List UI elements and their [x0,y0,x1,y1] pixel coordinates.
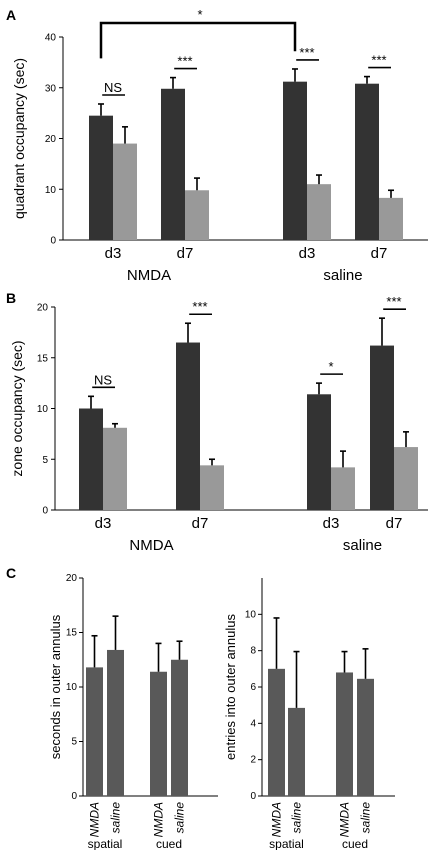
y-tick-label: 0 [42,506,48,517]
category-label: d3 [299,245,316,262]
significance-label: *** [177,54,192,69]
category-label: d7 [192,515,209,532]
bar-light-NMDA-d3 [103,427,127,510]
bar-label: saline [290,802,304,834]
category-label: d3 [95,515,112,532]
significance-label: NS [104,80,122,95]
y-tick-label: 10 [45,185,57,196]
bar-label: NMDA [152,802,166,837]
group-label: saline [323,267,362,284]
significance-label: *** [299,45,314,60]
significance-label: *** [192,299,207,314]
y-tick-label: 10 [37,404,49,415]
category-label: d7 [371,245,388,262]
y-tick-label: 8 [250,646,256,657]
y-tick-label: 2 [250,755,256,766]
y-tick-label: 40 [45,33,57,44]
bar-cued-NMDA [336,672,353,796]
y-tick-label: 0 [71,791,77,802]
panel-letter: A [6,7,16,23]
bar-light-NMDA-d3 [113,143,137,240]
y-axis-label: zone occupancy (sec) [9,340,25,476]
bar-label: saline [109,802,123,834]
group-label: NMDA [127,267,171,284]
y-tick-label: 0 [50,236,56,247]
bar-label: NMDA [88,802,102,837]
bar-label: saline [173,802,187,834]
group-label: NMDA [129,537,173,554]
bar-light-NMDA-d7 [185,190,209,240]
y-tick-label: 5 [71,737,77,748]
bar-dark-NMDA-d3 [79,408,103,510]
bar-cued-saline [171,659,188,796]
group-label: cued [342,837,368,850]
significance-label: NS [94,372,112,387]
comparison-label: * [197,7,202,22]
category-label: d7 [386,515,403,532]
group-label: spatial [269,837,304,850]
panel-letter: B [6,290,16,306]
y-tick-label: 30 [45,83,57,94]
group-label: saline [343,537,382,554]
bar-spatial-saline [107,649,124,796]
y-tick-label: 15 [66,628,78,639]
y-tick-label: 15 [37,353,49,364]
bar-dark-saline-d7 [370,345,394,510]
bar-cued-NMDA [150,671,167,796]
category-label: d7 [177,245,194,262]
y-axis-label: entries into outer annulus [223,614,238,760]
y-tick-label: 10 [66,682,78,693]
bar-dark-NMDA-d3 [89,115,113,240]
comparison-bracket [99,21,297,59]
bar-light-saline-d3 [307,184,331,240]
bar-spatial-saline [288,707,305,796]
bar-light-saline-d7 [394,447,418,510]
bar-dark-NMDA-d7 [176,342,200,510]
bar-dark-saline-d3 [307,394,331,510]
group-label: cued [156,837,182,850]
panel-letter: C [6,565,16,581]
significance-label: * [328,359,333,374]
category-label: d3 [323,515,340,532]
bar-dark-saline-d7 [355,83,379,240]
bar-cued-saline [357,678,374,796]
bar-label: NMDA [270,802,284,837]
y-tick-label: 20 [66,573,78,584]
y-axis-label: quadrant occupancy (sec) [11,58,27,219]
bar-light-NMDA-d7 [200,465,224,510]
y-axis-label: seconds in outer annulus [48,614,63,759]
y-tick-label: 5 [42,455,48,466]
bar-light-saline-d3 [331,467,355,510]
bar-dark-NMDA-d7 [161,88,185,240]
bar-spatial-NMDA [86,667,103,796]
category-label: d3 [105,245,122,262]
bar-label: NMDA [338,802,352,837]
y-tick-label: 4 [250,718,256,729]
bar-spatial-NMDA [268,668,285,796]
y-tick-label: 20 [45,134,57,145]
y-tick-label: 10 [245,609,257,620]
bar-light-saline-d7 [379,197,403,240]
significance-label: *** [371,53,386,68]
y-tick-label: 6 [250,682,256,693]
significance-label: *** [386,294,401,309]
y-tick-label: 20 [37,303,49,314]
bar-dark-saline-d3 [283,81,307,240]
group-label: spatial [88,837,123,850]
y-tick-label: 0 [250,791,256,802]
bar-label: saline [359,802,373,834]
